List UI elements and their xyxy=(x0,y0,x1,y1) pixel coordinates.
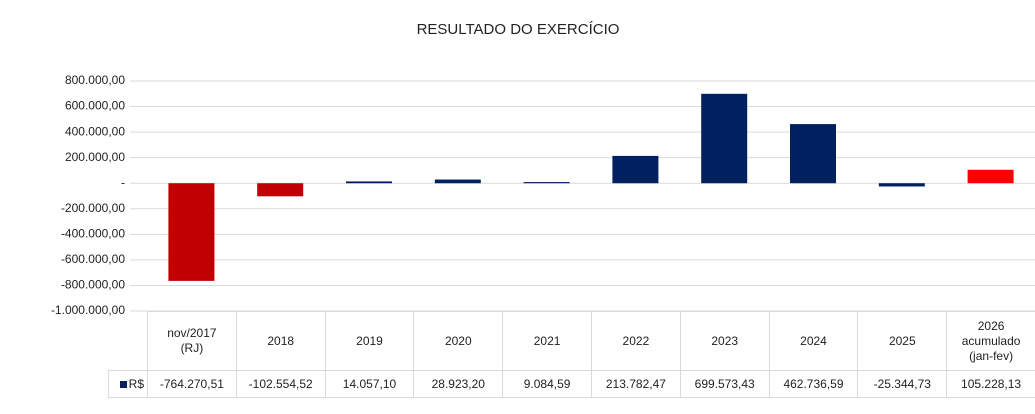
y-tick-label: -800.000,00 xyxy=(61,278,125,292)
bar xyxy=(257,183,304,197)
x-tick-label: 2025 xyxy=(857,311,948,371)
y-tick-label: - xyxy=(121,175,125,189)
data-label: -102.554,52 xyxy=(235,370,326,398)
data-label: 14.057,10 xyxy=(324,370,415,398)
bar xyxy=(523,182,570,184)
data-label: -25.344,73 xyxy=(857,370,948,398)
bar xyxy=(701,93,748,184)
y-tick-label: 800.000,00 xyxy=(65,73,125,87)
x-tick-label: 2020 xyxy=(413,311,504,371)
legend-entry: R$ xyxy=(108,370,148,398)
bar xyxy=(346,181,392,184)
legend-swatch xyxy=(119,380,127,388)
data-label: 9.084,59 xyxy=(502,370,592,398)
bar xyxy=(790,124,836,184)
bar xyxy=(434,179,481,184)
data-label: 28.923,20 xyxy=(413,370,504,398)
data-label: 105.228,13 xyxy=(946,370,1035,398)
y-tick-label: -200.000,00 xyxy=(61,201,125,215)
x-tick-label: 2019 xyxy=(324,311,415,371)
x-tick-label: 2023 xyxy=(679,311,770,371)
legend-label: R$ xyxy=(128,376,144,391)
x-tick-label: 2018 xyxy=(235,311,326,371)
y-tick-label: -1.000.000,00 xyxy=(51,303,125,317)
y-tick-label: 600.000,00 xyxy=(65,99,125,113)
x-tick-label: 2026 acumulado (jan-fev) xyxy=(946,311,1035,371)
x-tick-label: 2021 xyxy=(502,311,592,371)
data-label: 699.573,43 xyxy=(679,370,770,398)
y-tick-label: 200.000,00 xyxy=(65,150,125,164)
y-tick-label: -600.000,00 xyxy=(61,252,125,266)
chart-title: RESULTADO DO EXERCÍCIO xyxy=(417,21,620,38)
bar xyxy=(967,169,1014,184)
x-tick-label: nov/2017 (RJ) xyxy=(147,311,237,371)
data-label: -764.270,51 xyxy=(147,370,237,398)
data-label: 213.782,47 xyxy=(591,370,681,398)
x-tick-label: 2024 xyxy=(768,311,859,371)
y-tick-label: -400.000,00 xyxy=(61,227,125,241)
data-label: 462.736,59 xyxy=(768,370,859,398)
bar xyxy=(168,183,215,281)
bar xyxy=(612,155,659,184)
x-tick-label: 2022 xyxy=(591,311,681,371)
bar xyxy=(878,183,925,187)
y-tick-label: 400.000,00 xyxy=(65,124,125,138)
